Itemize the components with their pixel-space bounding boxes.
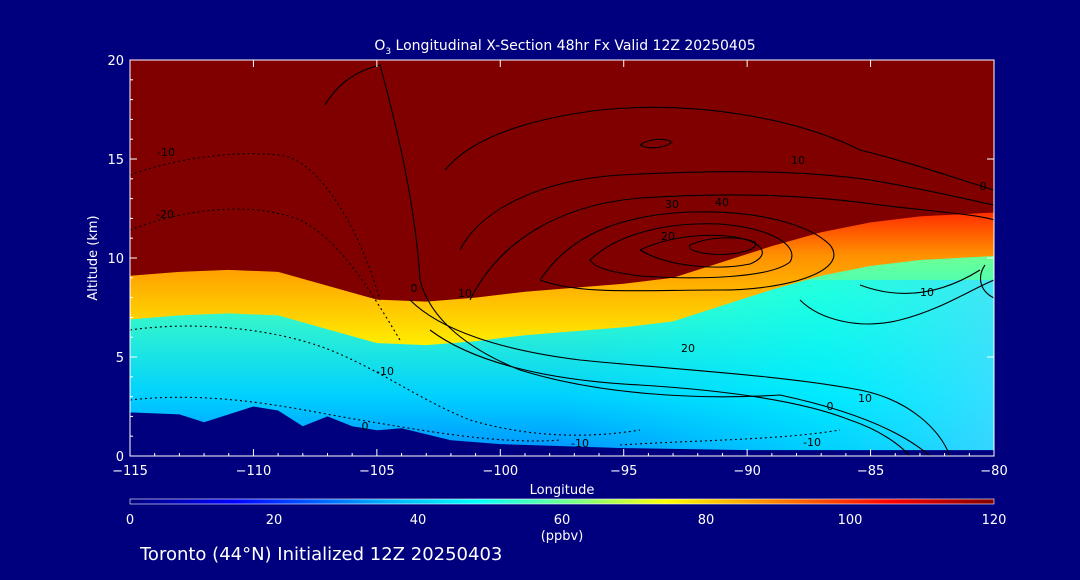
contour-label: 10 bbox=[791, 154, 805, 167]
contour-label: -20 bbox=[156, 208, 174, 221]
contour-label: 0 bbox=[980, 180, 987, 193]
y-tick-label: 20 bbox=[107, 54, 124, 69]
y-axis-label: Altitude (km) bbox=[86, 215, 101, 300]
contour-line bbox=[429, 329, 911, 456]
contour-line bbox=[130, 396, 561, 442]
contour-line bbox=[689, 237, 757, 255]
colorbar bbox=[129, 498, 995, 505]
colorbar-tick-label: 80 bbox=[698, 513, 715, 528]
ozone-field: -10 -20 -10 0 -10 0 10 20 30 40 20 10 0 -10 10 10 0 bbox=[130, 60, 994, 456]
contour-label: 40 bbox=[715, 196, 729, 209]
contour-line bbox=[980, 264, 994, 299]
colorbar-ticks: 0 20 40 60 80 100 120 bbox=[126, 513, 1007, 528]
contour-label: 20 bbox=[661, 230, 675, 243]
contour-label: 0 bbox=[827, 400, 834, 413]
contour-line bbox=[130, 208, 401, 341]
contour-line bbox=[469, 194, 994, 301]
x-axis-label: Longitude bbox=[530, 483, 595, 498]
x-tick-label: −90 bbox=[733, 464, 760, 479]
contour-line bbox=[324, 64, 931, 456]
x-tick-label: −85 bbox=[857, 464, 884, 479]
contour-label: 10 bbox=[920, 286, 934, 299]
contour-line bbox=[130, 153, 381, 301]
x-tick-label: −100 bbox=[482, 464, 518, 479]
x-tick-label: −80 bbox=[980, 464, 1007, 479]
contour-label: -10 bbox=[803, 436, 821, 449]
x-axis-ticks: −115 −110 −105 −100 −95 −90 −85 −80 bbox=[112, 60, 1008, 479]
terrain-mask bbox=[130, 406, 994, 456]
contour-label: -10 bbox=[376, 365, 394, 378]
colorbar-tick-label: 40 bbox=[410, 513, 427, 528]
colorbar-tick-label: 0 bbox=[126, 513, 134, 528]
contour-line bbox=[799, 279, 994, 325]
contour-label: -10 bbox=[571, 437, 589, 450]
y-tick-label: 5 bbox=[116, 351, 124, 366]
contour-label: 0 bbox=[411, 282, 418, 295]
contour-line bbox=[539, 211, 835, 292]
x-tick-label: −105 bbox=[359, 464, 395, 479]
contour-line bbox=[589, 223, 793, 279]
x-tick-label: −95 bbox=[610, 464, 637, 479]
colorbar-tick-label: 100 bbox=[838, 513, 863, 528]
contour-line bbox=[459, 171, 994, 251]
colorbar-tick-label: 120 bbox=[982, 513, 1007, 528]
x-tick-label: −110 bbox=[236, 464, 272, 479]
contour-line bbox=[859, 269, 981, 294]
colorbar-tick-label: 20 bbox=[266, 513, 283, 528]
contour-line bbox=[639, 234, 763, 268]
contour-label: 20 bbox=[681, 342, 695, 355]
contour-label: 30 bbox=[665, 198, 679, 211]
y-tick-label: 15 bbox=[107, 153, 124, 168]
contour-label: 0 bbox=[362, 420, 369, 433]
y-tick-label: 10 bbox=[107, 252, 124, 267]
contour-line bbox=[444, 106, 994, 191]
x-tick-label: −115 bbox=[112, 464, 148, 479]
contour-label: -10 bbox=[157, 146, 175, 159]
y-axis-ticks: 0 5 10 15 20 bbox=[107, 54, 994, 465]
contour-label: 10 bbox=[458, 287, 472, 300]
colorbar-tick-label: 60 bbox=[554, 513, 571, 528]
wind-contours bbox=[130, 64, 994, 456]
contour-line bbox=[639, 138, 673, 149]
contour-line bbox=[409, 299, 951, 456]
colorbar-label: (ppbv) bbox=[541, 529, 584, 544]
chart-title: O3 Longitudinal X-Section 48hr Fx Valid … bbox=[374, 38, 755, 57]
stratosphere-mask bbox=[130, 60, 994, 302]
contour-label: 10 bbox=[858, 392, 872, 405]
footer-text: Toronto (44°N) Initialized 12Z 20250403 bbox=[139, 544, 502, 565]
contour-line bbox=[130, 325, 641, 436]
contour-labels: -10 -20 -10 0 -10 0 10 20 30 40 20 10 0 -10 10 10 0 bbox=[156, 146, 986, 450]
y-tick-label: 0 bbox=[116, 450, 124, 465]
